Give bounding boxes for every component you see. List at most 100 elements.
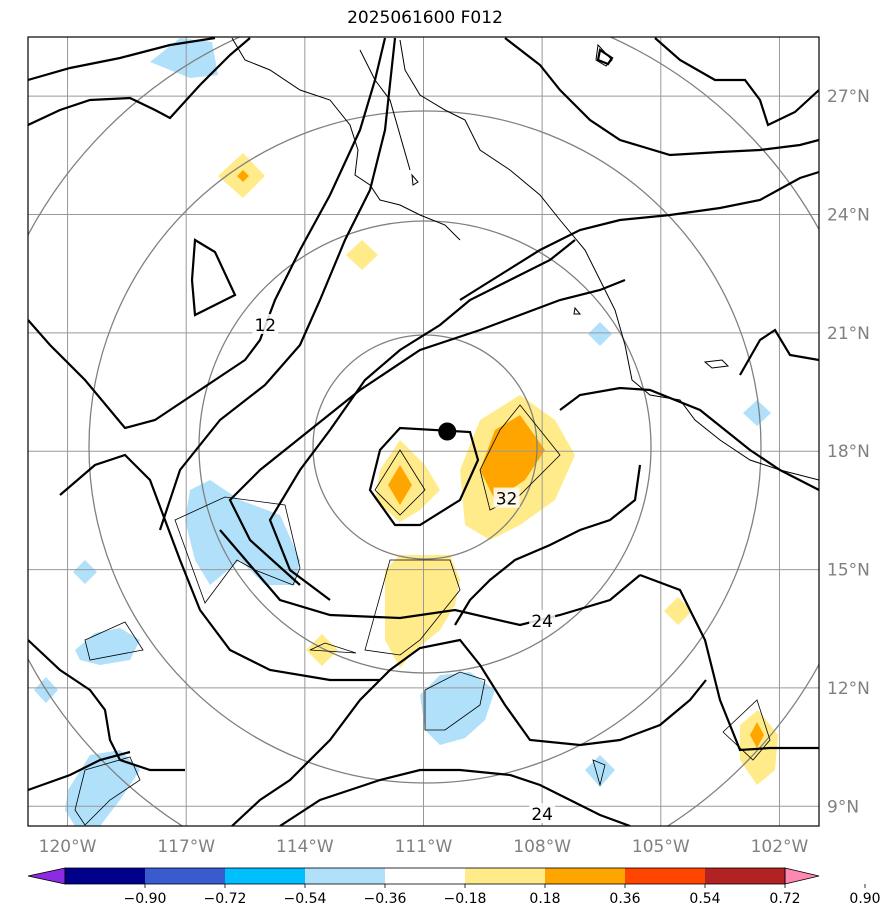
negative-anomaly-patch [75,628,140,665]
colorbar-swatch [625,868,705,884]
positive-anomaly-patch [480,415,545,500]
positive-anomaly-patch [306,634,338,666]
lat-tick-label: 27°N [827,87,870,107]
colorbar-tick-label: −0.36 [364,891,407,907]
contour-line [596,48,614,66]
colorbar-swatch [305,868,385,884]
thin-contour-line [84,621,144,661]
negative-anomaly-patch [150,38,218,78]
colorbar-tick-label: −0.18 [444,891,487,907]
thin-contour-line [592,759,606,787]
axis-tick-labels: 120°W 117°W 114°W 111°W 108°W 105°W 102°W 9°N 12… [39,87,870,857]
gulf-coastline [359,49,411,171]
colorbar-min-extend [27,867,66,885]
thin-contour-line [74,756,141,826]
lat-tick-label: 24°N [827,206,870,226]
thin-contour-line [424,671,486,731]
contour-line [559,386,819,491]
colorbar-swatch [385,868,465,884]
colorbar-swatch [65,868,145,884]
island-outline [703,359,730,369]
positive-anomaly-patch [664,597,692,625]
positive-anomaly-patch [750,722,764,748]
lon-tick-label: 117°W [157,837,215,857]
positive-anomaly-patch [346,240,378,270]
colorbar-tick-label: 0.72 [769,891,800,907]
colorbar-swatch [705,868,785,884]
lon-tick-label: 105°W [632,837,690,857]
lat-tick-label: 9°N [827,797,859,817]
thin-contour-line [174,496,301,604]
positive-anomaly-patch [385,555,460,668]
negative-anomaly-patch [420,672,495,745]
thin-contours [74,404,771,826]
contour-label-bg [252,313,279,334]
negative-anomaly-patch [585,755,615,787]
contour-label: 32 [496,490,518,510]
colorbar-max-extend [784,867,820,885]
contour-line [459,170,819,301]
lon-tick-label: 114°W [276,837,334,857]
anomaly-shading [34,38,778,826]
thin-contour-line [364,559,461,656]
colorbar-tick-label: −0.90 [124,891,167,907]
contour-line [504,37,819,157]
contour-line [654,37,819,127]
negative-anomaly-patch [743,400,771,426]
lat-tick-label: 18°N [827,442,870,462]
contour-line [190,238,237,317]
island-outline [573,306,582,315]
contour-line [228,278,626,586]
colorbar-swatch [225,868,305,884]
contour-labels: 12 32 24 24 [252,313,556,825]
colorbar-frame [64,867,786,885]
contour-label: 24 [531,805,553,825]
contour-line [268,239,576,601]
contour-line [28,37,251,126]
contour-line [279,768,631,826]
colorbar-swatch [465,868,545,884]
contour-line [639,573,819,752]
map-title: 2025061600 F012 [347,8,503,28]
contours [28,37,819,826]
contour-line [739,328,819,376]
colorbar-tick-label: −0.54 [284,891,327,907]
colorbar-swatch [145,868,225,884]
contour-label-bg [529,803,556,824]
contour-line [28,639,185,772]
thin-contour-line [374,449,426,516]
contour-label: 12 [254,316,276,336]
colorbar-tick-label: 0.54 [689,891,720,907]
colorbar-tick-label: −0.72 [204,891,247,907]
lat-tick-label: 15°N [827,561,870,581]
storm-center-marker [438,422,457,441]
range-ring [88,110,762,784]
lon-tick-label: 111°W [395,837,453,857]
contour-line [219,529,641,627]
lat-tick-label: 12°N [827,679,870,699]
contour-label: 24 [531,612,553,632]
island-outline [411,173,419,186]
map-frame [27,36,820,827]
thin-contour-line [479,404,561,511]
positive-anomaly-patch [237,170,249,182]
contour-line [158,37,397,531]
colorbar: −0.90 −0.72 −0.54 −0.36 −0.18 0.18 0.36 0.54 0.7… [27,867,881,907]
thin-contour-line [722,699,771,761]
lon-tick-label: 108°W [513,837,571,857]
positive-anomaly-patch [388,465,412,505]
colorbar-swatch [545,868,625,884]
lon-tick-label: 120°W [39,837,97,857]
colorbar-tick-label: 0.90 [849,891,880,907]
negative-anomaly-patch [73,560,97,584]
contour-line [59,453,380,682]
contour-label-bg [493,487,520,508]
contour-line [368,426,480,527]
positive-anomaly-patch [740,710,778,785]
graticule [28,37,819,826]
lon-tick-label: 102°W [751,837,809,857]
baja-coastline [231,37,461,241]
negative-anomaly-patch [588,322,612,346]
contour-line [28,37,216,82]
